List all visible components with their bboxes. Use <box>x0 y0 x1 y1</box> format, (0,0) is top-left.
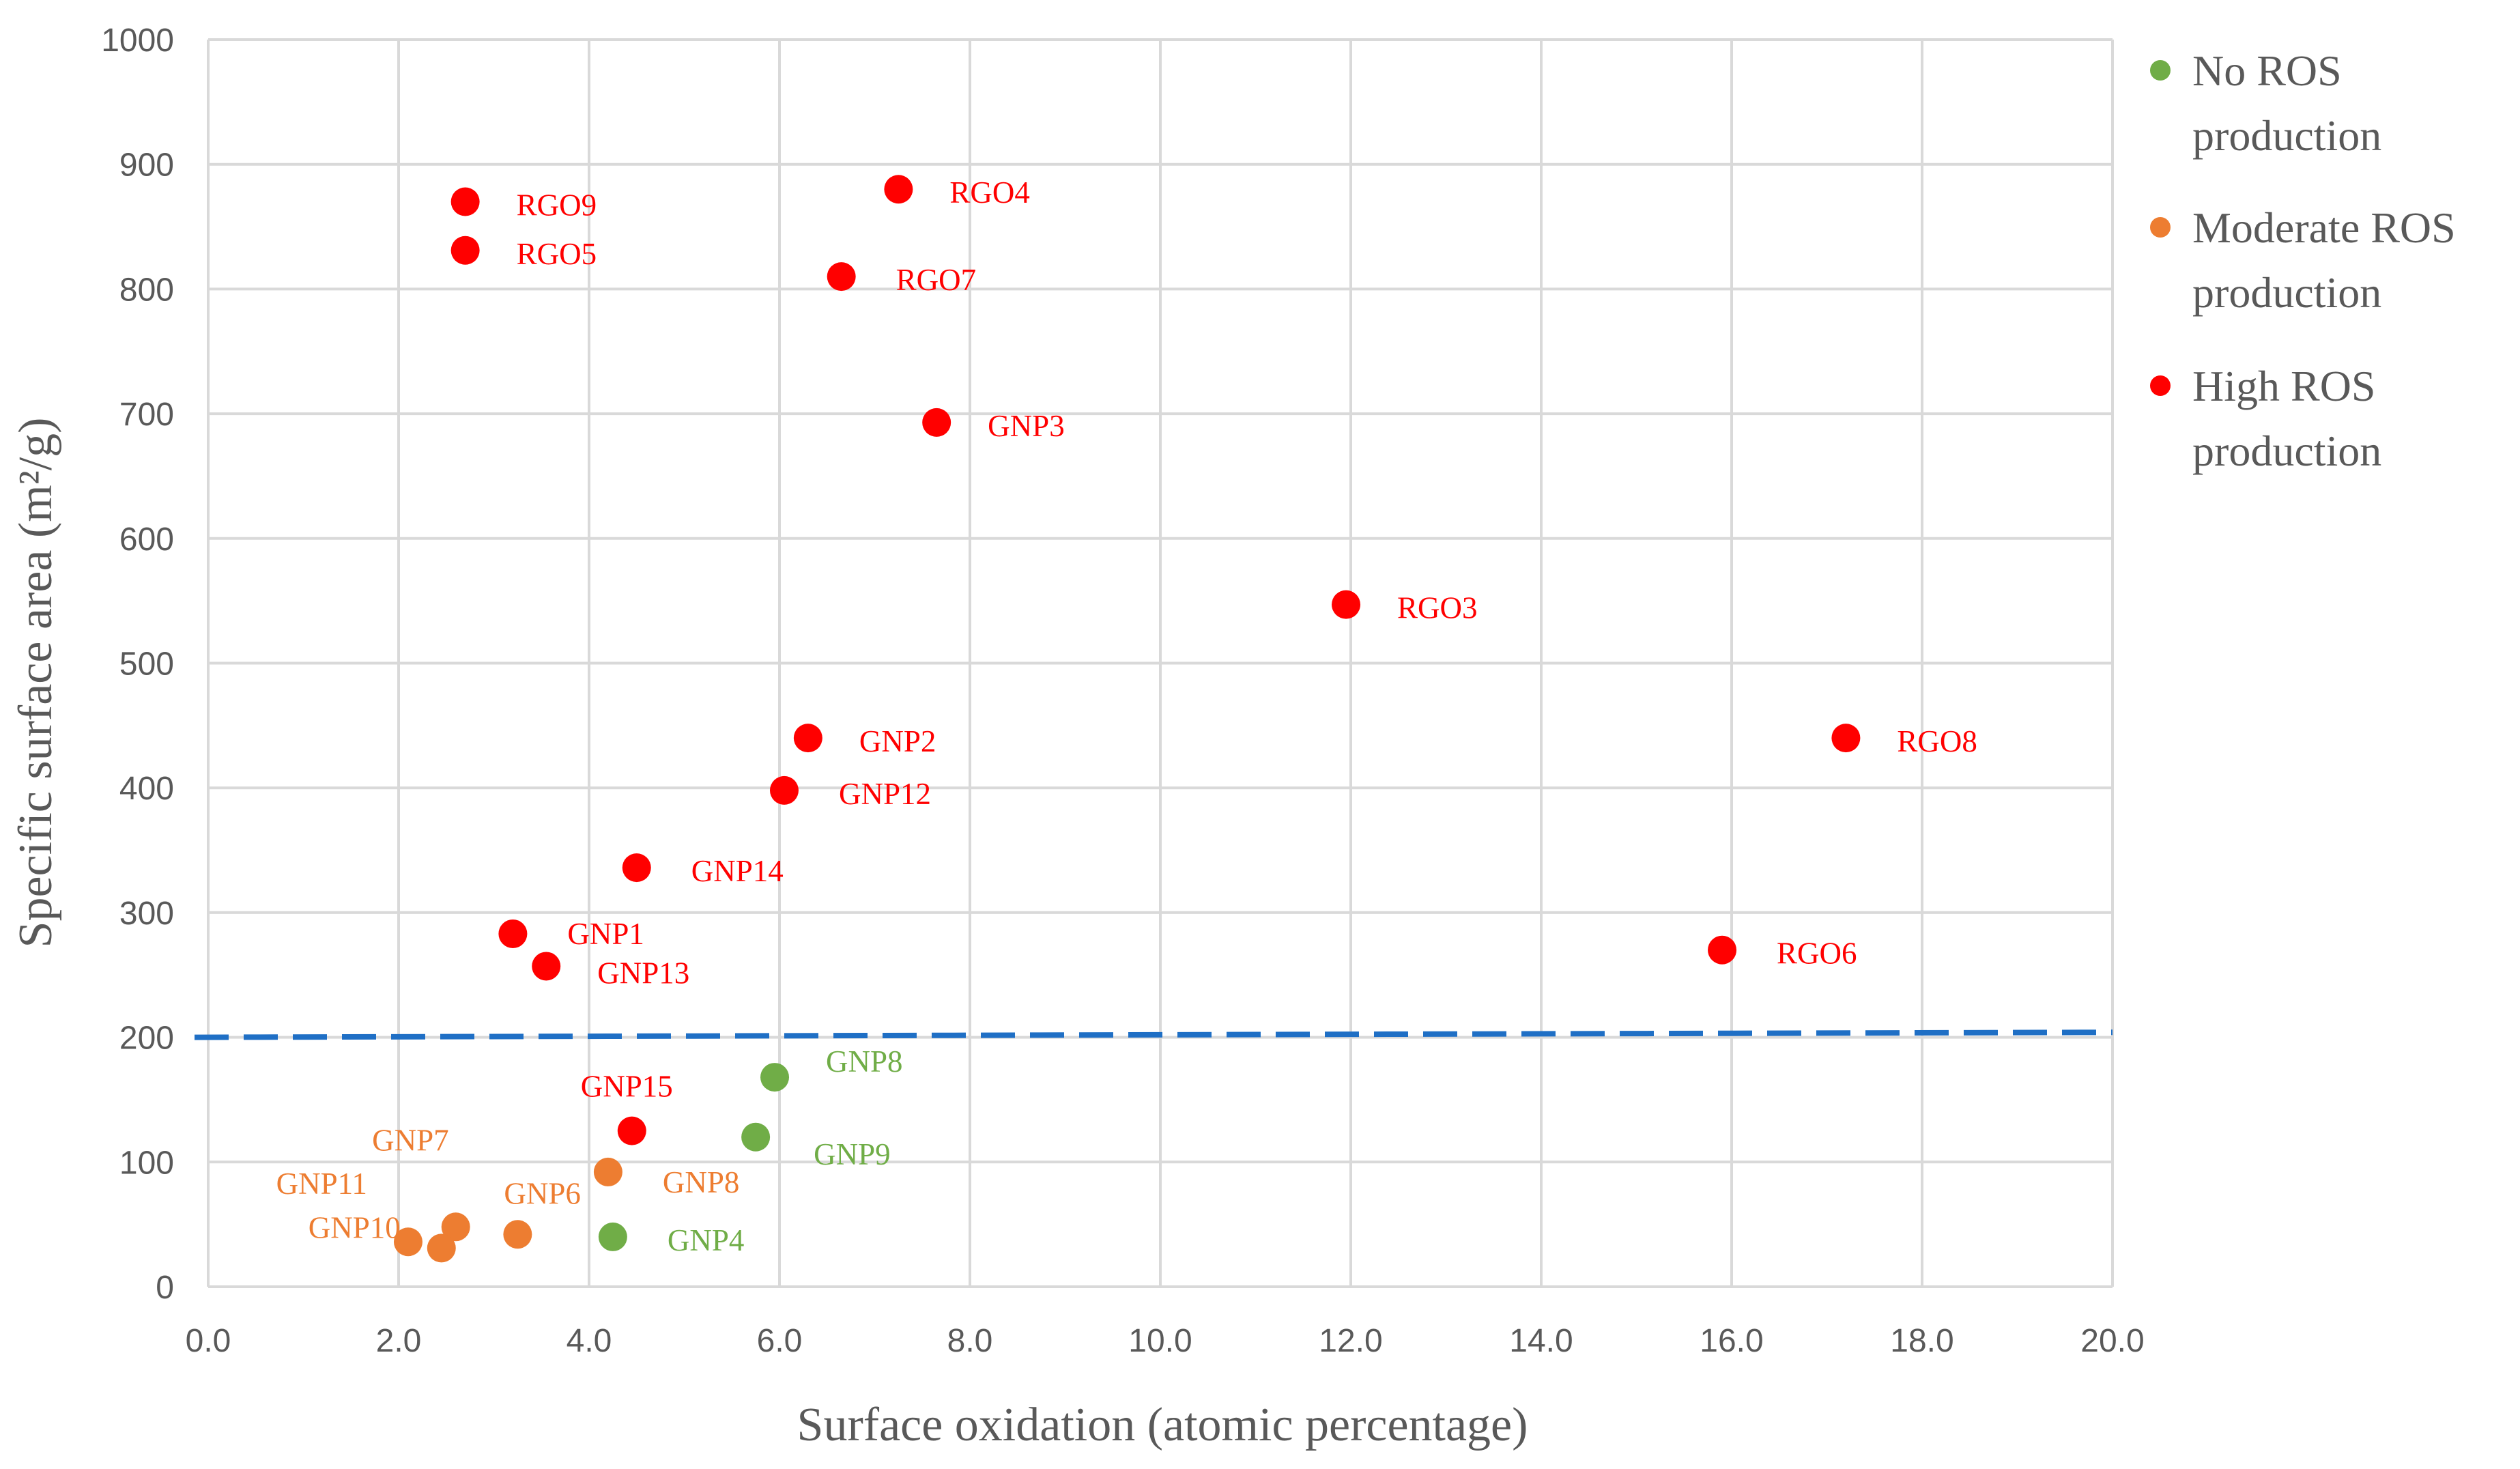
point-label-gnp14: GNP14 <box>691 854 784 888</box>
data-point-gnp2 <box>793 724 822 753</box>
data-point-gnp1 <box>498 919 528 948</box>
point-label-rgo8: RGO8 <box>1897 724 1977 758</box>
point-label-gnp2: GNP2 <box>859 724 936 758</box>
y-tick-label: 300 <box>119 896 174 932</box>
data-point-gnp8 <box>760 1063 790 1092</box>
x-tick-label: 20.0 <box>2080 1323 2144 1359</box>
point-label-gnp7: GNP7 <box>372 1123 449 1157</box>
data-point-rgo5 <box>450 236 480 265</box>
point-label-gnp4: GNP4 <box>668 1223 745 1257</box>
threshold-line <box>194 1029 2113 1040</box>
data-point-rgo8 <box>1831 724 1861 753</box>
legend-label-0-0: No ROS <box>2192 46 2342 95</box>
data-point-gnp15 <box>617 1116 646 1145</box>
data-point-gnp9 <box>741 1122 771 1152</box>
legend-marker-1 <box>2150 217 2171 238</box>
data-point-gnp3 <box>922 408 951 437</box>
threshold-line-group <box>194 1029 2113 1040</box>
x-tick-label: 0.0 <box>186 1323 231 1359</box>
data-point-gnp4 <box>598 1222 627 1251</box>
y-tick-label: 200 <box>119 1021 174 1057</box>
x-tick-label: 10.0 <box>1128 1323 1192 1359</box>
data-point-rgo6 <box>1708 935 1737 965</box>
point-label-rgo6: RGO6 <box>1777 937 1857 971</box>
y-tick-label: 900 <box>119 147 174 184</box>
point-label-rgo4: RGO4 <box>949 175 1030 210</box>
legend: No ROS production Moderate ROS production Hi… <box>2150 46 2456 475</box>
point-label-gnp3: GNP3 <box>988 409 1065 443</box>
point-label-rgo3: RGO3 <box>1397 591 1478 625</box>
x-tick-label: 12.0 <box>1319 1323 1382 1359</box>
legend-label-1-1: production <box>2192 268 2381 317</box>
legend-label-0-1: production <box>2192 111 2381 160</box>
legend-marker-0 <box>2150 60 2171 81</box>
y-tick-label: 500 <box>119 646 174 683</box>
point-label-gnp9: GNP9 <box>814 1137 891 1171</box>
point-label-gnp11: GNP11 <box>276 1167 367 1201</box>
data-point-gnp13 <box>532 952 561 981</box>
point-label-gnp6: GNP6 <box>504 1176 581 1210</box>
axis-ticks: 0.0 2.0 4.0 6.0 8.0 10.0 12.0 14.0 16.0 18.0 20.0 0… <box>101 23 2144 1359</box>
x-tick-label: 4.0 <box>567 1323 612 1359</box>
y-tick-label: 600 <box>119 522 174 558</box>
x-tick-label: 8.0 <box>947 1323 993 1359</box>
data-point-gnp6 <box>503 1220 532 1249</box>
grid <box>207 38 2114 1288</box>
data-point-rgo9 <box>450 187 480 216</box>
legend-label-1-0: Moderate ROS <box>2192 203 2456 252</box>
y-tick-label: 1000 <box>101 23 174 59</box>
x-tick-label: 18.0 <box>1890 1323 1953 1359</box>
data-point-gnp7 <box>441 1212 470 1242</box>
legend-label-2-1: production <box>2192 427 2381 475</box>
data-point-gnp12 <box>769 775 799 805</box>
y-axis-title: Specific surface area (m²/g) <box>10 418 62 948</box>
point-label-rgo7: RGO7 <box>896 263 977 297</box>
data-point-gnp11 <box>393 1227 423 1257</box>
point-label-gnp10: GNP10 <box>309 1210 401 1244</box>
y-tick-label: 400 <box>119 771 174 807</box>
data-points <box>393 175 1861 1263</box>
data-point-gnp8 <box>593 1157 622 1186</box>
y-tick-label: 800 <box>119 272 174 308</box>
point-label-rgo5: RGO5 <box>517 237 597 271</box>
data-point-rgo3 <box>1332 590 1361 619</box>
point-label-gnp8: GNP8 <box>826 1044 903 1079</box>
point-label-gnp13: GNP13 <box>597 956 689 990</box>
y-tick-label: 100 <box>119 1145 174 1181</box>
data-point-rgo7 <box>827 262 856 291</box>
x-tick-label: 16.0 <box>1700 1323 1763 1359</box>
x-axis-title: Surface oxidation (atomic percentage) <box>797 1399 1528 1451</box>
y-tick-label: 0 <box>156 1270 174 1306</box>
point-label-gnp1: GNP1 <box>567 917 644 951</box>
point-label-gnp8: GNP8 <box>663 1165 740 1199</box>
y-tick-label: 700 <box>119 397 174 433</box>
data-point-rgo4 <box>884 175 913 204</box>
point-label-gnp15: GNP15 <box>581 1070 673 1104</box>
legend-marker-2 <box>2150 375 2171 396</box>
point-label-gnp12: GNP12 <box>839 777 931 811</box>
legend-label-2-0: High ROS <box>2192 362 2376 410</box>
point-label-rgo9: RGO9 <box>517 188 597 223</box>
x-tick-label: 6.0 <box>757 1323 803 1359</box>
x-tick-label: 2.0 <box>376 1323 422 1359</box>
x-tick-label: 14.0 <box>1509 1323 1573 1359</box>
data-point-gnp14 <box>622 853 651 883</box>
data-point-gnp10 <box>427 1233 456 1263</box>
